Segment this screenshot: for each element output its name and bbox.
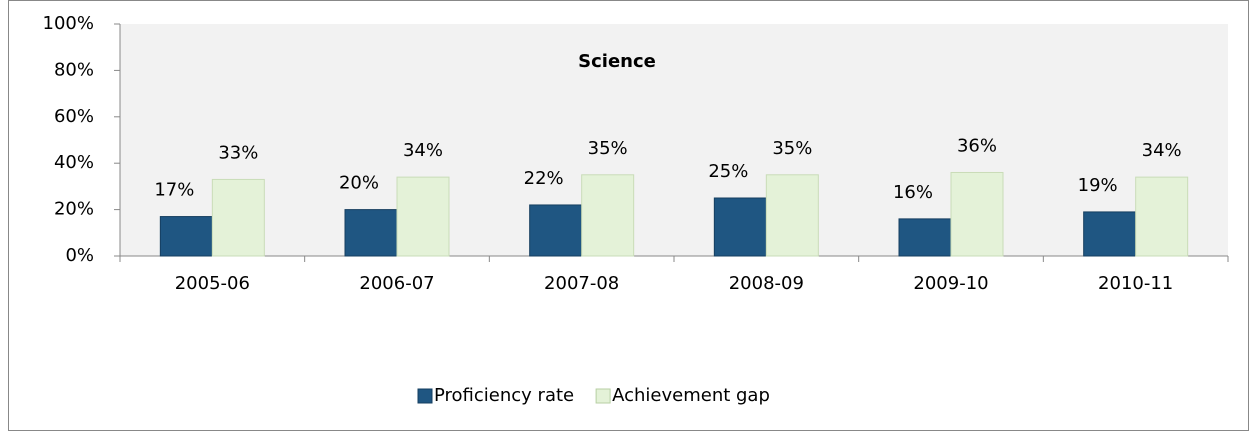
bar — [713, 197, 767, 257]
plot-area — [120, 24, 1228, 256]
bar — [211, 178, 265, 257]
value-label: 22% — [524, 168, 564, 189]
value-label: 20% — [339, 173, 379, 194]
bar — [529, 204, 583, 257]
y-tick-label: 100% — [43, 13, 94, 34]
bar — [344, 209, 398, 257]
value-label: 19% — [1078, 175, 1118, 196]
bar — [581, 174, 635, 257]
y-tick-label: 0% — [65, 245, 94, 266]
value-label: 35% — [772, 138, 812, 159]
bar — [159, 216, 213, 257]
value-label: 16% — [893, 182, 933, 203]
x-tick-label: 2007-08 — [544, 273, 619, 294]
legend-label: Proficiency rate — [434, 385, 574, 406]
value-label: 36% — [957, 135, 997, 156]
bar — [765, 174, 819, 257]
y-tick-label: 80% — [54, 59, 94, 80]
legend-swatch — [417, 388, 433, 404]
y-tick-label: 40% — [54, 152, 94, 173]
value-label: 33% — [218, 142, 258, 163]
y-tick-label: 60% — [54, 106, 94, 127]
value-label: 35% — [588, 138, 628, 159]
y-tick-label: 20% — [54, 199, 94, 220]
legend-label: Achievement gap — [612, 385, 770, 406]
value-label: 17% — [154, 180, 194, 201]
x-tick-label: 2006-07 — [359, 273, 434, 294]
bar — [950, 171, 1004, 257]
bar — [1083, 211, 1137, 257]
chart-title: Science — [578, 51, 656, 72]
value-label: 25% — [708, 161, 748, 182]
x-tick-label: 2005-06 — [175, 273, 250, 294]
x-tick-label: 2008-09 — [729, 273, 804, 294]
value-label: 34% — [403, 140, 443, 161]
x-tick-label: 2009-10 — [913, 273, 988, 294]
bar — [898, 218, 952, 257]
x-tick-label: 2010-11 — [1098, 273, 1173, 294]
bar — [1135, 176, 1189, 257]
bar — [396, 176, 450, 257]
legend-swatch — [595, 388, 611, 404]
value-label: 34% — [1142, 140, 1182, 161]
